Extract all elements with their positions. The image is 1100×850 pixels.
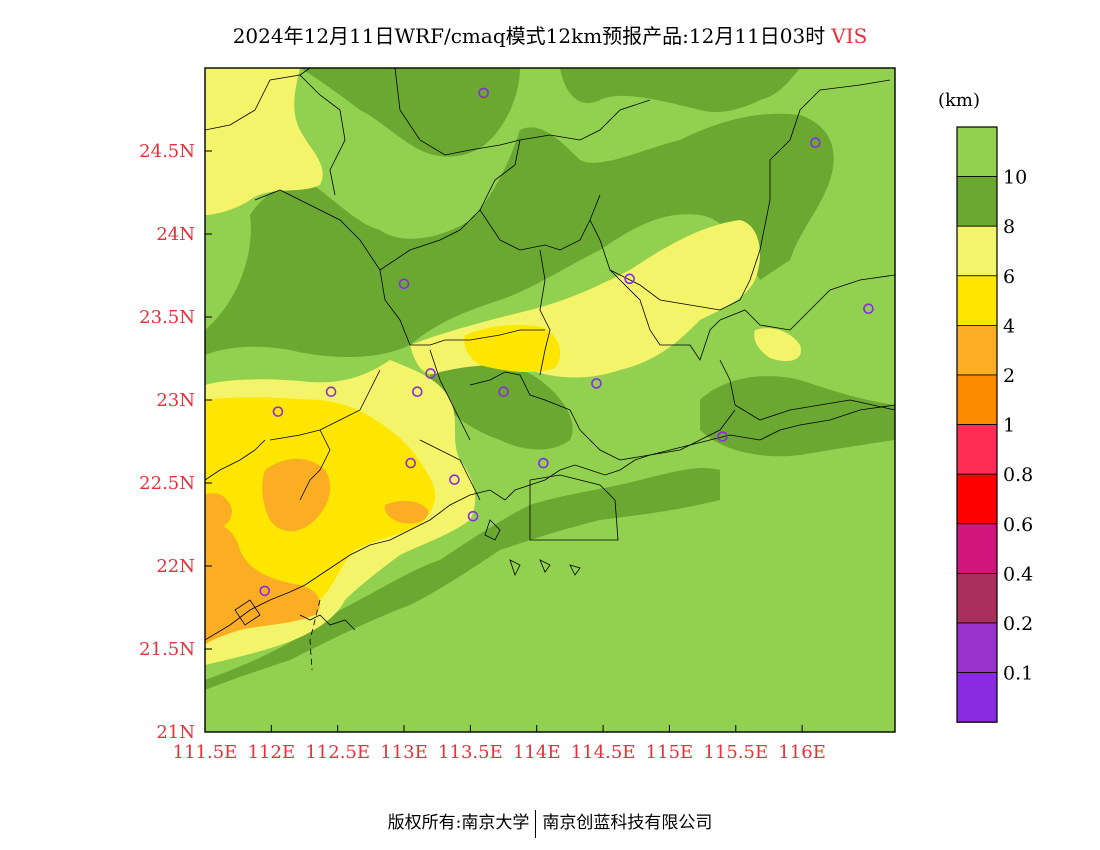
station-marker	[405, 457, 416, 469]
lon-tick-label: 111.5E	[173, 742, 238, 763]
lat-tick-label: 24.5N	[139, 141, 195, 162]
station-marker	[478, 87, 489, 99]
lon-tick-label: 115.5E	[703, 742, 768, 763]
colorbar-label: 0.8	[1003, 464, 1033, 486]
colorbar-segment	[956, 275, 998, 326]
map-title: 2024年12月11日WRF/cmaq模式12km预报产品:12月11日03时 V…	[0, 20, 1100, 49]
field-zone-8-10	[205, 113, 834, 357]
visibility-field	[205, 68, 895, 732]
colorbar-label: 0.2	[1003, 613, 1033, 635]
station-marker	[624, 273, 635, 285]
lat-tick-label: 23.5N	[139, 307, 195, 328]
station-marker	[398, 278, 410, 290]
colorbar-label: 8	[1003, 216, 1015, 238]
field-zone-8-10-delta	[430, 356, 573, 450]
colorbar-segment	[956, 225, 998, 277]
maritime-boundary	[309, 599, 321, 671]
footer: 版权所有:南京大学 南京创蓝科技有限公司	[0, 808, 1100, 838]
lon-tick-label: 113.5E	[438, 742, 503, 763]
lon-tick-label: 115E	[646, 742, 694, 763]
lat-tick-label: 24N	[156, 224, 195, 245]
station-marker	[425, 368, 436, 379]
colorbar-label: 0.4	[1003, 563, 1033, 585]
coastline	[205, 404, 895, 641]
field-zone-2-4-sw	[205, 523, 320, 645]
colorbar-segment	[956, 672, 998, 723]
title-text: 2024年12月11日WRF/cmaq模式12km预报产品:12月11日03时	[232, 24, 826, 48]
lon-tick-label: 112.5E	[305, 742, 370, 763]
colorbar-frame	[956, 126, 998, 723]
colorbar-unit: (km)	[938, 90, 981, 111]
lat-tick-label: 22N	[156, 556, 195, 577]
colorbar-segment	[956, 176, 998, 227]
footer-company: 南京创蓝科技有限公司	[542, 813, 713, 833]
footer-separator	[535, 809, 537, 838]
axis-ticks: 111.5E 112E 112.5E 113E 113.5E 114E 114.5E 115E…	[139, 141, 826, 763]
field-zone-2-4-west	[205, 493, 232, 530]
field-zone-2-4-coast	[384, 500, 429, 524]
station-marker	[538, 457, 549, 469]
station-marker	[591, 378, 602, 389]
colorbar-segment	[956, 424, 998, 475]
colorbar-label: 6	[1003, 266, 1015, 288]
field-zone-8-10-coast	[205, 468, 720, 690]
variable-label: VIS	[831, 24, 868, 48]
lon-tick-label: 112E	[248, 742, 296, 763]
colorbar-segment	[956, 573, 998, 624]
colorbar-label: 4	[1003, 315, 1015, 337]
lon-tick-label: 114.5E	[571, 742, 636, 763]
station-marker	[449, 474, 460, 485]
field-zone-8-10-east	[700, 376, 895, 457]
station-markers	[259, 87, 874, 597]
colorbar: 10 8 6 4 2 1 0.8 0.6 0.4 0.2 0.1	[956, 126, 1033, 723]
station-marker	[810, 137, 821, 148]
colorbar-label: 0.6	[1003, 514, 1033, 536]
lat-tick-label: 23N	[156, 390, 195, 411]
colorbar-segment	[956, 473, 998, 525]
field-zone-8-10-ne	[560, 68, 800, 112]
admin-boundaries	[205, 68, 895, 541]
lon-tick-label: 114E	[513, 742, 561, 763]
lon-tick-label: 113E	[380, 742, 428, 763]
colorbar-label: 10	[1003, 167, 1027, 189]
lat-tick-label: 21.5N	[139, 639, 195, 660]
station-marker	[717, 431, 728, 442]
footer-copyright: 版权所有:南京大学	[387, 813, 530, 833]
colorbar-segment	[956, 324, 998, 376]
station-marker	[498, 386, 509, 398]
station-marker	[412, 386, 423, 398]
station-marker	[863, 303, 874, 315]
field-zone-6-8-north	[205, 68, 323, 215]
colorbar-label: 0.1	[1003, 663, 1033, 685]
lat-tick-label: 22.5N	[139, 473, 195, 494]
field-zone-8-10-north	[300, 68, 520, 157]
station-marker	[259, 585, 271, 597]
colorbar-label: 2	[1003, 365, 1015, 387]
station-marker	[325, 386, 337, 398]
colorbar-label: 1	[1003, 415, 1015, 437]
field-zone-6-8-east	[754, 328, 801, 362]
colorbar-segment	[956, 523, 998, 574]
colorbar-segment	[956, 374, 998, 425]
lon-tick-label: 116E	[778, 742, 826, 763]
colorbar-segment	[956, 622, 998, 673]
colorbar-segment	[956, 126, 998, 177]
lat-tick-label: 21N	[156, 722, 195, 743]
station-marker	[272, 406, 284, 417]
station-marker	[467, 510, 479, 522]
